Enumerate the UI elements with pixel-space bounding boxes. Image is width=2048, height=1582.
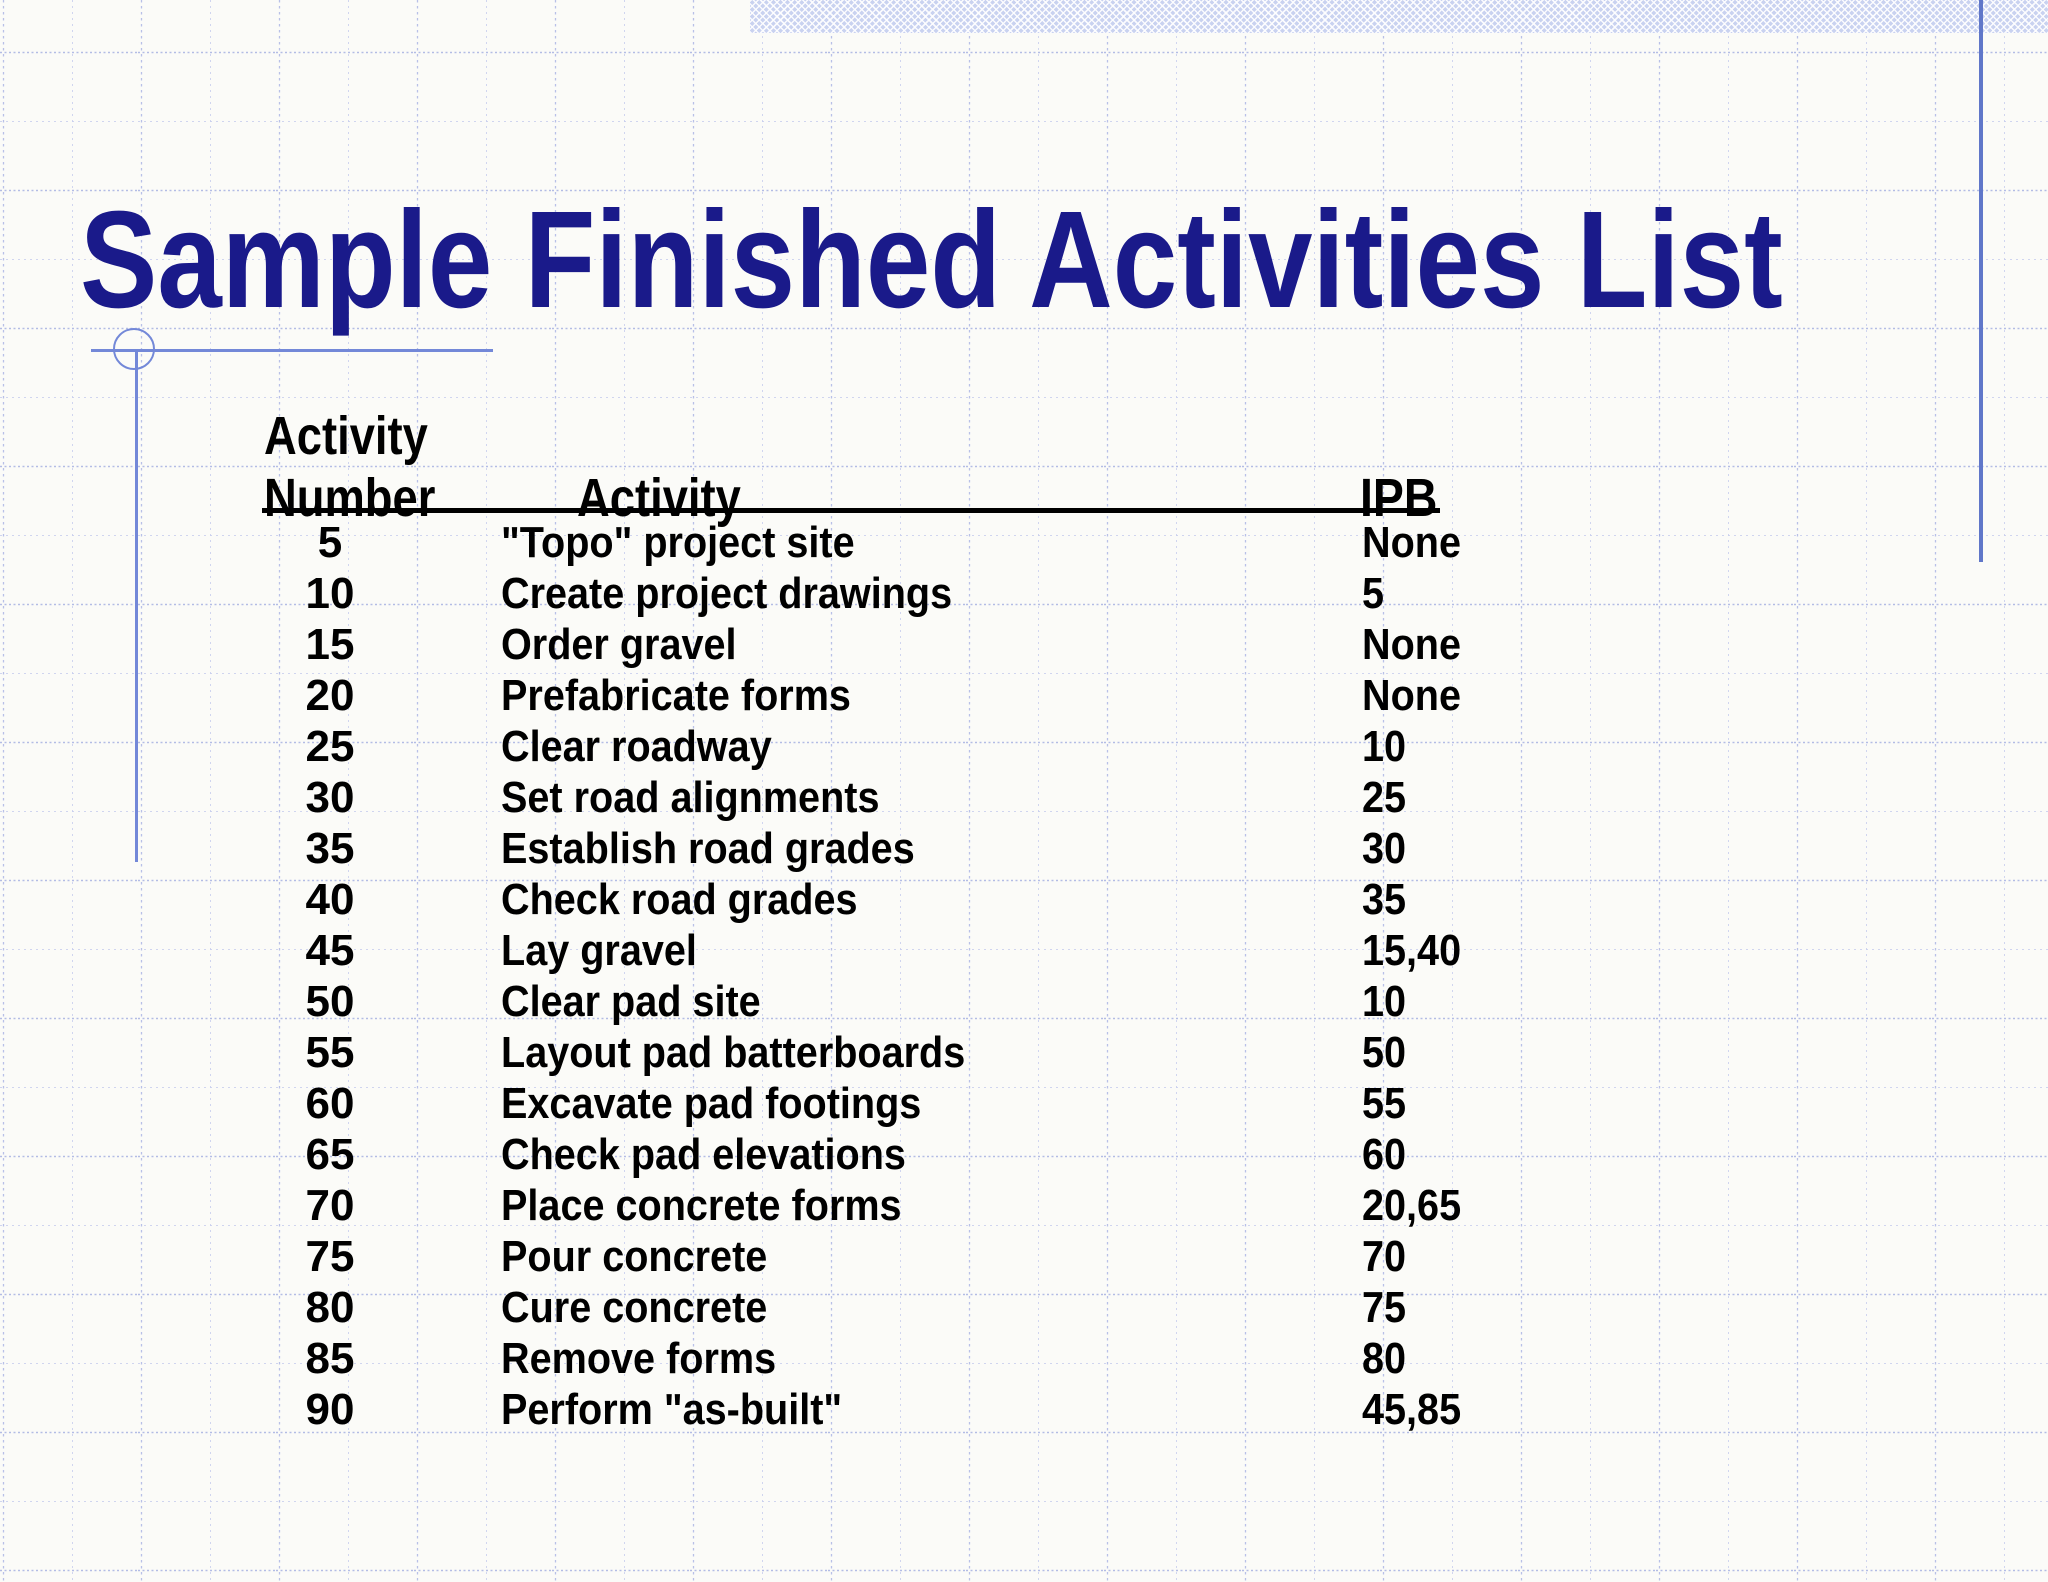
activity-name-cell: Remove forms — [501, 1334, 777, 1383]
activity-name-cell: Lay gravel — [501, 926, 697, 975]
table-row: 75 Pour concrete 70 — [240, 1231, 1640, 1282]
activity-name-cell: Pour concrete — [501, 1232, 768, 1281]
table-row: 30 Set road alignments 25 — [240, 772, 1640, 823]
activity-number-cell: 20 — [305, 671, 355, 720]
activity-number-cell: 10 — [305, 569, 355, 618]
ipb-cell: 45,85 — [1362, 1385, 1462, 1434]
ipb-cell: 60 — [1362, 1130, 1407, 1179]
ipb-cell: 80 — [1362, 1334, 1407, 1383]
ipb-cell: 15,40 — [1362, 926, 1462, 975]
activity-name-cell: Clear pad site — [501, 977, 761, 1026]
activity-number-cell: 50 — [305, 977, 355, 1026]
slide-title-text: Sample Finished Activities List — [80, 183, 1783, 337]
activity-number-cell: 90 — [305, 1385, 355, 1434]
ipb-cell: 70 — [1362, 1232, 1407, 1281]
table-row: 35 Establish road grades 30 — [240, 823, 1640, 874]
activity-name-cell: Perform "as-built" — [501, 1385, 843, 1434]
activity-name-cell: Order gravel — [501, 620, 737, 669]
table-row: 80 Cure concrete 75 — [240, 1282, 1640, 1333]
activity-number-cell: 40 — [305, 875, 355, 924]
ipb-cell: 35 — [1362, 875, 1407, 924]
activity-number-cell: 45 — [305, 926, 355, 975]
activity-name-cell: Layout pad batterboards — [501, 1028, 966, 1077]
left-vertical-rule — [135, 350, 138, 862]
table-row: 50 Clear pad site 10 — [240, 976, 1640, 1027]
activity-name-cell: Establish road grades — [501, 824, 915, 873]
activity-name-cell: Prefabricate forms — [501, 671, 851, 720]
table-row: 25 Clear roadway 10 — [240, 721, 1640, 772]
right-vertical-rule — [1979, 0, 1983, 562]
ipb-cell: None — [1362, 671, 1461, 720]
ipb-cell: 25 — [1362, 773, 1407, 822]
table-row: 90 Perform "as-built" 45,85 — [240, 1384, 1640, 1435]
activity-number-cell: 25 — [305, 722, 355, 771]
table-row: 55 Layout pad batterboards 50 — [240, 1027, 1640, 1078]
activity-name-cell: Check road grades — [501, 875, 858, 924]
activity-name-cell: Check pad elevations — [501, 1130, 906, 1179]
ipb-cell: None — [1362, 518, 1461, 567]
activity-number-cell: 60 — [305, 1079, 355, 1128]
ipb-cell: 50 — [1362, 1028, 1407, 1077]
table-row: 20 Prefabricate forms None — [240, 670, 1640, 721]
table-row: 60 Excavate pad footings 55 — [240, 1078, 1640, 1129]
activity-number-cell: 80 — [305, 1283, 355, 1332]
activity-number-cell: 85 — [305, 1334, 355, 1383]
activity-number-cell: 15 — [305, 620, 355, 669]
column-header-activity-number-line2: Number — [264, 468, 436, 528]
activity-name-cell: Place concrete forms — [501, 1181, 902, 1230]
activity-name-cell: Create project drawings — [501, 569, 953, 618]
title-horizontal-rule — [91, 349, 493, 352]
column-header-ipb: IPB — [1360, 468, 1438, 528]
activity-number-cell: 5 — [317, 518, 343, 567]
table-row: 65 Check pad elevations 60 — [240, 1129, 1640, 1180]
activity-name-cell: Set road alignments — [501, 773, 880, 822]
slide-title: Sample Finished Activities List — [80, 191, 2048, 329]
table-row: 15 Order gravel None — [240, 619, 1640, 670]
column-header-activity-number-line1: Activity — [264, 406, 428, 466]
activity-number-cell: 30 — [305, 773, 355, 822]
table-row: 45 Lay gravel 15,40 — [240, 925, 1640, 976]
ipb-cell: 55 — [1362, 1079, 1407, 1128]
hatched-top-band — [750, 0, 2048, 33]
activity-name-cell: "Topo" project site — [501, 518, 855, 567]
activity-number-cell: 75 — [305, 1232, 355, 1281]
ipb-cell: 5 — [1362, 569, 1385, 618]
ipb-cell: 20,65 — [1362, 1181, 1462, 1230]
table-row: 5 "Topo" project site None — [240, 517, 1640, 568]
table-row: 10 Create project drawings 5 — [240, 568, 1640, 619]
activity-number-cell: 70 — [305, 1181, 355, 1230]
activity-number-cell: 35 — [305, 824, 355, 873]
ipb-cell: 10 — [1362, 977, 1407, 1026]
activity-name-cell: Cure concrete — [501, 1283, 768, 1332]
column-header-activity: Activity — [577, 468, 741, 528]
activity-name-cell: Excavate pad footings — [501, 1079, 922, 1128]
activity-name-cell: Clear roadway — [501, 722, 772, 771]
ipb-cell: None — [1362, 620, 1461, 669]
table-row: 70 Place concrete forms 20,65 — [240, 1180, 1640, 1231]
ipb-cell: 30 — [1362, 824, 1407, 873]
table-header-underline — [262, 508, 1440, 513]
table-row: 40 Check road grades 35 — [240, 874, 1640, 925]
ipb-cell: 10 — [1362, 722, 1407, 771]
ipb-cell: 75 — [1362, 1283, 1407, 1332]
activity-number-cell: 65 — [305, 1130, 355, 1179]
activity-number-cell: 55 — [305, 1028, 355, 1077]
table-row: 85 Remove forms 80 — [240, 1333, 1640, 1384]
